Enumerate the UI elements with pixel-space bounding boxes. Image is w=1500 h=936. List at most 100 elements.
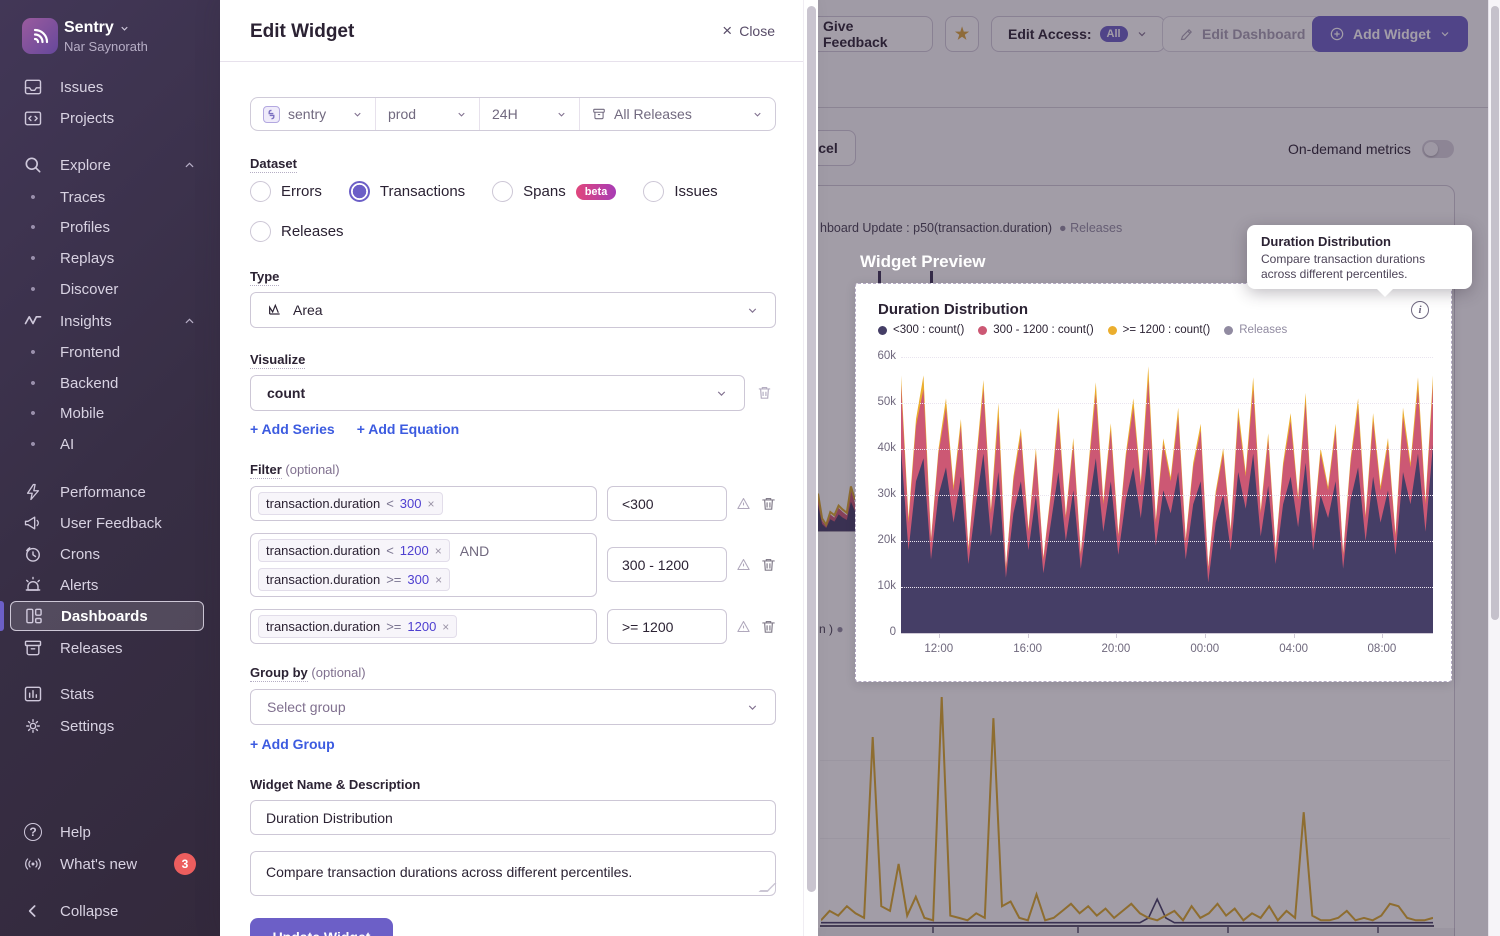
x-axis-tick: 20:00 <box>1101 643 1131 655</box>
add-widget-button[interactable]: Add Widget <box>1312 16 1468 52</box>
sidebar-item-label: Mobile <box>60 404 105 422</box>
info-icon[interactable]: i <box>1411 301 1429 319</box>
dataset-option-issues[interactable]: Issues <box>643 181 718 202</box>
legend-item-releases[interactable]: Releases <box>1224 324 1287 336</box>
filter-legend-alias-input[interactable]: <300 <box>607 486 727 521</box>
filter-token-pill[interactable]: transaction.duration <1200 × <box>258 539 450 562</box>
sidebar-item-crons[interactable]: Crons <box>10 539 204 569</box>
gridline <box>901 449 1433 450</box>
widget-description-textarea[interactable]: Compare transaction durations across dif… <box>250 851 777 896</box>
delete-filter-button[interactable] <box>760 495 777 512</box>
radio-unselected[interactable] <box>643 181 665 202</box>
sidebar-item-insights[interactable]: Insights <box>10 306 204 336</box>
sidebar-item-profiles[interactable]: • Profiles <box>10 212 204 242</box>
sidebar-item-replays[interactable]: • Replays <box>10 243 204 273</box>
legend-item[interactable]: 300 - 1200 : count() <box>978 324 1094 336</box>
sidebar-item-stats[interactable]: Stats <box>10 679 204 709</box>
close-button[interactable]: × Close <box>722 22 775 39</box>
filter-token-input[interactable]: transaction.duration <1200 × AND transaction… <box>250 533 597 597</box>
page-scrollbar-thumb[interactable] <box>1491 6 1499 620</box>
sidebar-item-whats-new[interactable]: What's new 3 <box>10 849 204 879</box>
sidebar-item-mobile[interactable]: • Mobile <box>10 398 204 428</box>
sidebar-item-settings[interactable]: Settings <box>10 711 204 741</box>
sidebar-item-performance[interactable]: Performance <box>10 477 204 507</box>
filter-token-input[interactable]: transaction.duration >= 1200 × <box>250 609 597 644</box>
remove-token-icon[interactable]: × <box>427 496 435 511</box>
filter-legend-alias-input[interactable]: >= 1200 <box>607 609 727 644</box>
sidebar-item-user-feedback[interactable]: User Feedback <box>10 508 204 538</box>
filter-rows: transaction.duration <300 × <300 transaction… <box>250 486 796 656</box>
sidebar-item-label: Issues <box>60 78 104 96</box>
on-demand-metrics-toggle[interactable] <box>1422 140 1454 158</box>
sidebar-item-frontend[interactable]: • Frontend <box>10 337 204 367</box>
dataset-option-transactions[interactable]: Transactions <box>348 181 465 202</box>
delete-visualize-button[interactable] <box>756 384 773 401</box>
dataset-option-releases[interactable]: Releases <box>250 221 344 242</box>
insights-icon <box>23 311 43 331</box>
sidebar-item-help[interactable]: ? Help <box>10 817 204 847</box>
dataset-options-row2: Releases <box>250 221 776 242</box>
bullet-icon: • <box>30 435 36 453</box>
sidebar-item-projects[interactable]: Projects <box>10 103 204 133</box>
sidebar-item-backend[interactable]: • Backend <box>10 368 204 398</box>
favorite-star-button[interactable]: ★ <box>945 16 979 52</box>
filter-legend-alias-input[interactable]: 300 - 1200 <box>607 547 727 582</box>
x-axis-tickmark <box>1204 633 1206 638</box>
add-equation-link[interactable]: + Add Equation <box>356 421 460 437</box>
sidebar-item-collapse[interactable]: Collapse <box>10 896 204 926</box>
remove-token-icon[interactable]: × <box>442 619 450 634</box>
time-range-filter[interactable]: 24H <box>480 98 580 130</box>
radio-selected[interactable] <box>348 181 370 202</box>
release-filter[interactable]: All Releases <box>580 98 775 130</box>
visualize-select[interactable]: count <box>250 375 745 411</box>
sentry-logo[interactable] <box>22 18 58 54</box>
update-widget-button[interactable]: Update Widget <box>250 918 393 936</box>
delete-filter-button[interactable] <box>760 618 777 635</box>
project-filter[interactable]: sentry <box>251 98 376 130</box>
give-feedback-button[interactable]: Give Feedback <box>806 16 933 52</box>
sidebar-item-label: Releases <box>60 639 123 657</box>
remove-token-icon[interactable]: × <box>434 543 442 558</box>
remove-token-icon[interactable]: × <box>435 572 443 587</box>
y-axis-tick: 40k <box>877 442 896 454</box>
resize-handle[interactable] <box>758 883 777 892</box>
active-item-accent-bar <box>0 601 4 631</box>
widget-name-input[interactable]: Duration Distribution <box>250 800 776 835</box>
legend-dot <box>978 325 988 335</box>
type-select[interactable]: Area <box>250 292 776 328</box>
legend-item[interactable]: >= 1200 : count() <box>1107 324 1210 336</box>
radio-unselected[interactable] <box>250 181 271 202</box>
sidebar-item-alerts[interactable]: Alerts <box>10 570 204 600</box>
environment-filter[interactable]: prod <box>376 98 480 130</box>
sidebar-item-issues[interactable]: Issues <box>10 72 204 102</box>
radio-unselected[interactable] <box>492 181 514 202</box>
sidebar-item-ai[interactable]: • AI <box>10 429 204 459</box>
filter-token-input[interactable]: transaction.duration <300 × <box>250 486 597 521</box>
filter-token-pill[interactable]: transaction.duration >= 1200 × <box>258 615 458 638</box>
filter-label: Filter (optional) <box>250 462 340 479</box>
dataset-option-spans[interactable]: Spans beta <box>492 181 617 202</box>
dataset-option-errors[interactable]: Errors <box>250 181 322 202</box>
add-group-link[interactable]: + Add Group <box>250 736 335 752</box>
sidebar-item-releases[interactable]: Releases <box>10 633 204 663</box>
filter-token-pill[interactable]: transaction.duration >= 300 × <box>258 568 451 591</box>
x-axis-tickmark <box>1381 633 1383 638</box>
sidebar-item-discover[interactable]: • Discover <box>10 274 204 304</box>
org-switcher[interactable]: Sentry <box>64 19 130 37</box>
legend-item[interactable]: <300 : count() <box>878 324 964 336</box>
add-series-link[interactable]: + Add Series <box>250 421 335 437</box>
plus-circle-icon <box>1329 26 1345 42</box>
radio-unselected[interactable] <box>250 221 271 242</box>
edit-access-button[interactable]: Edit Access: All <box>991 16 1165 52</box>
sidebar-item-label: Insights <box>60 312 112 330</box>
delete-filter-button[interactable] <box>760 556 777 573</box>
pencil-icon <box>1179 27 1194 42</box>
sidebar-item-explore[interactable]: Explore <box>10 150 204 180</box>
edit-dashboard-button[interactable]: Edit Dashboard <box>1162 16 1323 52</box>
sidebar-item-traces[interactable]: • Traces <box>10 182 204 212</box>
sidebar-item-label: AI <box>60 435 75 453</box>
groupby-select[interactable]: Select group <box>250 689 776 725</box>
modal-scrollbar-thumb[interactable] <box>807 6 816 892</box>
sidebar-item-dashboards[interactable]: Dashboards <box>10 601 204 631</box>
filter-token-pill[interactable]: transaction.duration <300 × <box>258 492 443 515</box>
